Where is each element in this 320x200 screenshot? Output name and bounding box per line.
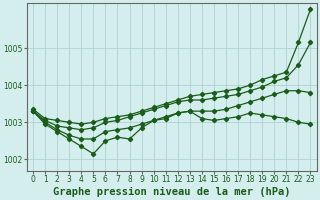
X-axis label: Graphe pression niveau de la mer (hPa): Graphe pression niveau de la mer (hPa)	[53, 186, 291, 197]
